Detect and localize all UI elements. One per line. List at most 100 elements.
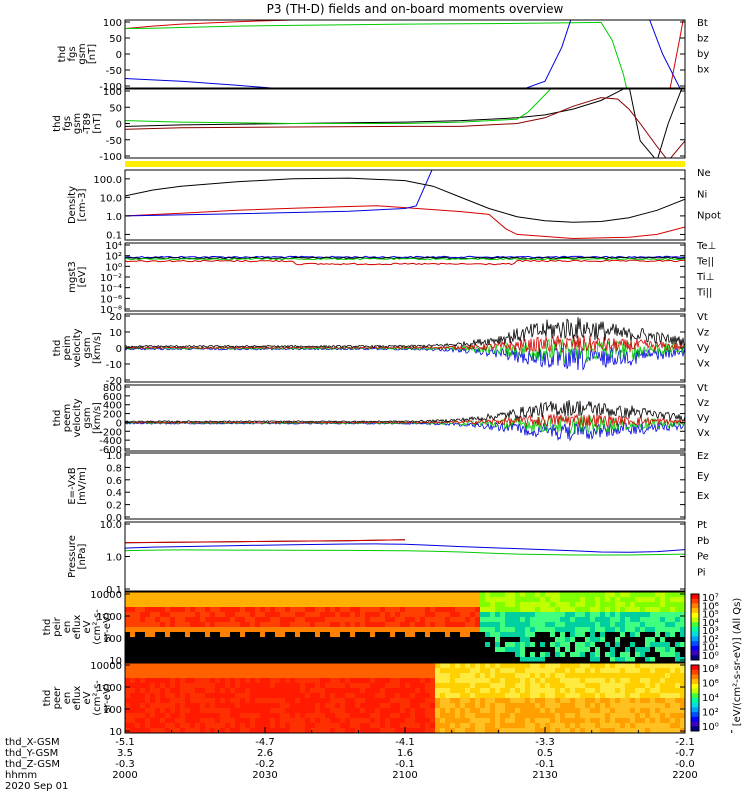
plot-area-temperature [125, 255, 685, 266]
legend-blue: bx [697, 65, 709, 76]
plot-area-peim_velocity [125, 317, 685, 371]
xaxis-value: -0.7 [675, 748, 695, 759]
colorbar-cell [691, 594, 699, 600]
plot-area-fgs_corr [125, 89, 685, 158]
ytick-label: 100 [103, 87, 122, 98]
ytick-label: -50 [106, 66, 122, 77]
xaxis-value: -0.3 [115, 759, 135, 770]
ytick-label: 400 [103, 401, 122, 412]
series-Pb [125, 539, 406, 544]
series-red [125, 97, 685, 158]
colorbar-cell [691, 627, 699, 633]
panel-fgs_corr: 100 50 0 -50 -100 thdfgsgsm-T89[nT] [52, 87, 686, 163]
panel-pressure: 10.0 1.0 0.1 Pressure[nPa] Pt Pb Pe Pi [67, 520, 709, 596]
ytick-label: -400 [99, 436, 122, 447]
ylabel-line: gsm [77, 43, 88, 64]
legend-green: Ti|| [696, 288, 712, 299]
colorbar-tick: 10⁰ [702, 722, 719, 733]
ylabel-peem_velocity: thdpeemvelocitygsm[km/s] [52, 398, 103, 437]
colorbar-cell [691, 669, 699, 675]
colorbar-cell [691, 698, 699, 704]
ytick-label: 1.0 [106, 451, 122, 462]
colorbar-cell [691, 721, 699, 727]
legend-blue: Pi [697, 567, 706, 578]
xaxis-value: 2030 [252, 770, 277, 781]
series-green [125, 89, 552, 124]
ytick-label: 100 [103, 634, 122, 645]
colorbar-tick: 10⁴ [702, 693, 719, 704]
series-by [125, 21, 628, 88]
frame-density [124, 169, 686, 241]
xaxis-row-label: thd_X-GSM [5, 737, 60, 748]
legend-blue: Vx [697, 359, 710, 370]
ylabel-line: [nT] [92, 113, 103, 133]
plot-area-ion_spectrogram [125, 592, 685, 662]
panel-electron_spectrogram: 10000 1000 100 10 thdpeerenefluxeV(cm²-s-sr-… [42, 661, 686, 738]
colorbar-tick: 10³ [702, 626, 719, 637]
ylabel-line: thd [52, 410, 63, 427]
frame-pressure [124, 521, 686, 592]
ylabel-electron_spectrogram: thdpeerenefluxeV(cm²-s-sr-eV) [42, 680, 113, 716]
series-red [125, 334, 685, 353]
ytick-label: 10.0 [100, 193, 122, 204]
series-bx [125, 20, 572, 88]
xaxis-row-label: hhmm [5, 770, 37, 781]
ytick-label: 10000 [90, 661, 122, 672]
colorbar-tick: 10⁰ [702, 651, 719, 662]
legend-red: Vz [697, 328, 709, 339]
panel-fgs: 100 50 0 -50 -100 thdfgsgsm[nT] Bt bz by bx [57, 18, 709, 93]
colorbar-cell [691, 603, 699, 609]
ytick-label: 10⁴ [105, 241, 122, 252]
ylabel-line: gsm [82, 337, 93, 358]
ylabel-line: velocity [72, 328, 83, 367]
xaxis-value: 0.5 [537, 748, 553, 759]
ylabel-line: peer [52, 686, 63, 710]
colorbar-cell [691, 683, 699, 690]
ytick-label: 10 [109, 656, 122, 667]
ytick-label: 0.1 [106, 230, 122, 241]
series-Ni [125, 177, 685, 223]
series-black [125, 399, 685, 423]
colorbar-cell [691, 650, 699, 656]
colorbar-tick: 10⁴ [702, 618, 719, 629]
ylabel-line: gsm [82, 407, 93, 428]
ytick-label: 10 [109, 727, 122, 738]
colorbar-cell [691, 598, 699, 604]
colorbar-cell [691, 674, 699, 680]
ytick-label: 0 [116, 120, 122, 131]
legend-red: Pb [697, 536, 709, 547]
ylabel-line: sr-eV) [102, 683, 113, 712]
xaxis-value: -3.3 [535, 737, 555, 748]
ytick-label: -20 [106, 376, 122, 387]
xaxis-value: 2200 [672, 770, 697, 781]
ylabel-efield: E=-VxB[mV/m] [67, 467, 88, 505]
ytick-label: 1.0 [106, 553, 122, 564]
ylabel-line: [mV/m] [77, 467, 88, 505]
ytick-label: 0 [116, 418, 122, 429]
ytick-label: 0 [116, 50, 122, 61]
colorbar-unit-label: [eV/(cm²-s-sr-eV)] (All Qs) [732, 598, 743, 727]
ytick-label: 100 [103, 18, 122, 29]
xaxis-value: 2100 [392, 770, 417, 781]
ytick-label: 200 [103, 410, 122, 421]
legend-black: Bt [697, 18, 708, 29]
ylabel-line: thd [42, 690, 53, 707]
series-red [125, 259, 685, 266]
ytick-label: 10000 [90, 590, 122, 601]
legend-green: Ey [697, 471, 709, 482]
xaxis-value: -5.1 [115, 737, 135, 748]
ylabel-line: fgs [67, 46, 78, 61]
ylabel-temperature: mgst3[eV] [67, 261, 88, 293]
ytick-label: 0.6 [106, 476, 122, 487]
colorbar-tick: 10² [702, 708, 719, 719]
xaxis-date: 2020 Sep 01 [5, 781, 68, 792]
colorbar-cell [691, 608, 699, 614]
colorbar-cell [691, 636, 699, 642]
colorbar-cell [691, 693, 699, 699]
frame-fgs [124, 19, 686, 89]
colorbar-tick: 10⁶ [702, 601, 719, 612]
series-black [125, 89, 683, 158]
ylabel-line: en [62, 692, 73, 705]
